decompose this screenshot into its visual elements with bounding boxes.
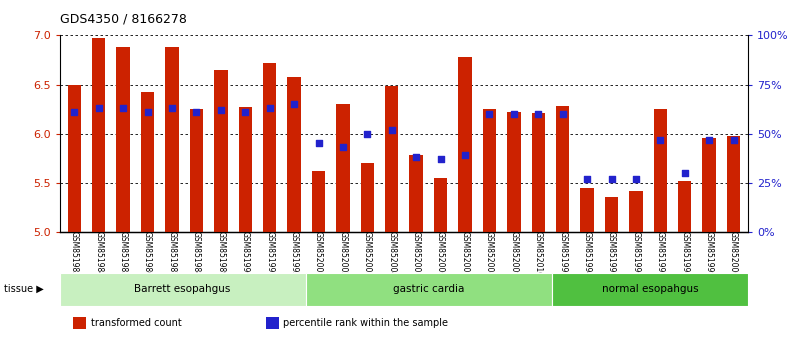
Point bbox=[435, 156, 447, 162]
Text: gastric cardia: gastric cardia bbox=[393, 284, 464, 295]
Point bbox=[728, 137, 740, 142]
Text: GSM852009: GSM852009 bbox=[509, 231, 518, 277]
Point bbox=[508, 111, 521, 117]
Point bbox=[239, 109, 252, 115]
Text: transformed count: transformed count bbox=[91, 318, 181, 328]
Text: GDS4350 / 8166278: GDS4350 / 8166278 bbox=[60, 12, 186, 25]
Bar bbox=[312, 171, 326, 232]
Text: GSM851992: GSM851992 bbox=[290, 231, 298, 277]
Bar bbox=[92, 38, 106, 232]
Bar bbox=[654, 109, 667, 232]
Text: GSM851991: GSM851991 bbox=[265, 231, 274, 277]
Point bbox=[166, 105, 178, 111]
Text: GSM852002: GSM852002 bbox=[338, 231, 347, 277]
Text: GSM851988: GSM851988 bbox=[192, 231, 201, 277]
Text: Barrett esopahgus: Barrett esopahgus bbox=[135, 284, 231, 295]
Bar bbox=[702, 138, 716, 232]
Point bbox=[410, 154, 423, 160]
Bar bbox=[287, 77, 301, 232]
Point bbox=[214, 107, 227, 113]
Bar bbox=[727, 136, 740, 232]
Point bbox=[361, 131, 373, 136]
Bar bbox=[507, 112, 521, 232]
Bar bbox=[68, 85, 81, 232]
Text: GSM852006: GSM852006 bbox=[436, 231, 445, 277]
Bar bbox=[336, 104, 349, 232]
Bar bbox=[552, 273, 748, 306]
Point bbox=[263, 105, 276, 111]
Text: GSM851989: GSM851989 bbox=[217, 231, 225, 277]
Text: GSM851998: GSM851998 bbox=[681, 231, 689, 277]
Bar bbox=[532, 113, 545, 232]
Point bbox=[68, 109, 80, 115]
Text: GSM852003: GSM852003 bbox=[363, 231, 372, 277]
Bar bbox=[556, 106, 569, 232]
Bar bbox=[605, 198, 618, 232]
Bar bbox=[60, 273, 306, 306]
Point bbox=[287, 101, 300, 107]
Text: GSM852000: GSM852000 bbox=[729, 231, 738, 277]
Bar bbox=[116, 47, 130, 232]
Bar bbox=[482, 109, 496, 232]
Point bbox=[532, 111, 544, 117]
Point bbox=[483, 111, 496, 117]
Point bbox=[190, 109, 203, 115]
Text: GSM851999: GSM851999 bbox=[704, 231, 714, 277]
Text: normal esopahgus: normal esopahgus bbox=[602, 284, 698, 295]
Text: GSM851996: GSM851996 bbox=[631, 231, 641, 277]
Bar bbox=[189, 109, 203, 232]
Bar bbox=[361, 163, 374, 232]
Bar bbox=[263, 63, 276, 232]
Bar bbox=[580, 188, 594, 232]
Point bbox=[92, 105, 105, 111]
Text: GSM851990: GSM851990 bbox=[240, 231, 250, 277]
Bar bbox=[678, 181, 692, 232]
Text: GSM852004: GSM852004 bbox=[388, 231, 396, 277]
Text: GSM852010: GSM852010 bbox=[534, 231, 543, 277]
Text: GSM851983: GSM851983 bbox=[70, 231, 79, 277]
Point bbox=[337, 144, 349, 150]
Text: GSM852008: GSM852008 bbox=[485, 231, 494, 277]
Point bbox=[312, 141, 325, 146]
Text: GSM851995: GSM851995 bbox=[607, 231, 616, 277]
Text: GSM851986: GSM851986 bbox=[143, 231, 152, 277]
Bar bbox=[214, 70, 228, 232]
Text: GSM852001: GSM852001 bbox=[314, 231, 323, 277]
Bar bbox=[166, 47, 179, 232]
Text: GSM851985: GSM851985 bbox=[119, 231, 127, 277]
Bar bbox=[629, 190, 642, 232]
Point bbox=[605, 176, 618, 182]
Text: GSM852007: GSM852007 bbox=[461, 231, 470, 277]
Point bbox=[654, 137, 667, 142]
Bar bbox=[141, 92, 154, 232]
Point bbox=[117, 105, 130, 111]
Text: GSM851987: GSM851987 bbox=[167, 231, 177, 277]
Point bbox=[630, 176, 642, 182]
Point bbox=[581, 176, 594, 182]
Point bbox=[556, 111, 569, 117]
Bar bbox=[266, 316, 279, 329]
Text: GSM852005: GSM852005 bbox=[412, 231, 420, 277]
Point bbox=[678, 170, 691, 176]
Bar bbox=[434, 178, 447, 232]
Bar bbox=[409, 155, 423, 232]
Text: tissue ▶: tissue ▶ bbox=[4, 284, 44, 294]
Text: GSM851993: GSM851993 bbox=[558, 231, 568, 277]
Text: percentile rank within the sample: percentile rank within the sample bbox=[283, 318, 448, 328]
Bar bbox=[239, 107, 252, 232]
Bar bbox=[458, 57, 472, 232]
Bar bbox=[385, 86, 399, 232]
Text: GSM851984: GSM851984 bbox=[94, 231, 103, 277]
Bar bbox=[73, 316, 86, 329]
Point bbox=[458, 153, 471, 158]
Bar bbox=[306, 273, 552, 306]
Point bbox=[141, 109, 154, 115]
Text: GSM851997: GSM851997 bbox=[656, 231, 665, 277]
Point bbox=[385, 127, 398, 132]
Point bbox=[703, 137, 716, 142]
Text: GSM851994: GSM851994 bbox=[583, 231, 591, 277]
